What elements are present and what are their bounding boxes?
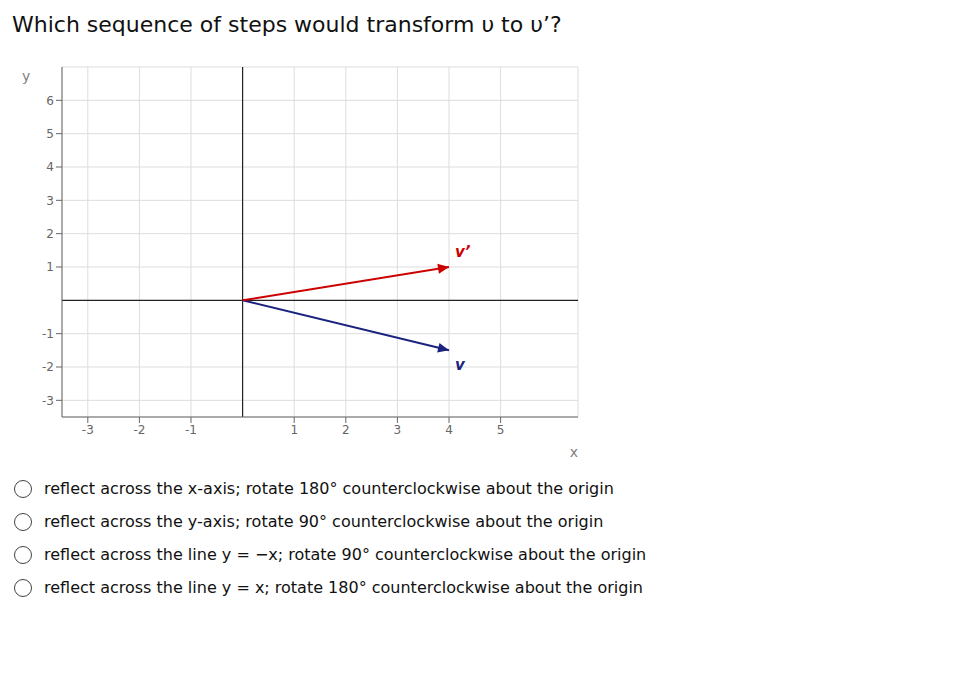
svg-text:-3: -3 (82, 423, 94, 437)
html-text:reflect across the y-axis; rot: reflect across the y-axis; rotate 90° co… (44, 512, 604, 531)
svg-text:2: 2 (342, 423, 350, 437)
svg-text:1: 1 (290, 423, 298, 437)
svg-text:-2: -2 (133, 423, 145, 437)
svg-text:-1: -1 (185, 423, 197, 437)
html-text:Which sequence of steps would: Which sequence of steps would transform … (12, 12, 562, 37)
svg-text:6: 6 (46, 94, 54, 108)
svg-text:4: 4 (46, 160, 54, 174)
svg-text:5: 5 (46, 127, 54, 141)
svg-text:2: 2 (46, 227, 54, 241)
svg-text:v’: v’ (455, 243, 471, 261)
svg-text:1: 1 (46, 260, 54, 274)
svg-text:x: x (570, 444, 578, 460)
html-text:reflect across the line y = −x: reflect across the line y = −x; rotate 9… (44, 545, 647, 564)
svg-text:-3: -3 (42, 394, 54, 408)
html-text:reflect across the x-axis; rot: reflect across the x-axis; rotate 180° c… (44, 479, 614, 498)
svg-text:3: 3 (394, 423, 402, 437)
svg-text:4: 4 (445, 423, 453, 437)
svg-text:v: v (455, 356, 466, 374)
svg-text:y: y (22, 68, 30, 84)
svg-text:5: 5 (497, 423, 505, 437)
svg-text:-2: -2 (42, 360, 54, 374)
svg-text:3: 3 (46, 194, 54, 208)
svg-text:-1: -1 (42, 327, 54, 341)
html-text:reflect across the line y = x;: reflect across the line y = x; rotate 18… (44, 578, 643, 597)
